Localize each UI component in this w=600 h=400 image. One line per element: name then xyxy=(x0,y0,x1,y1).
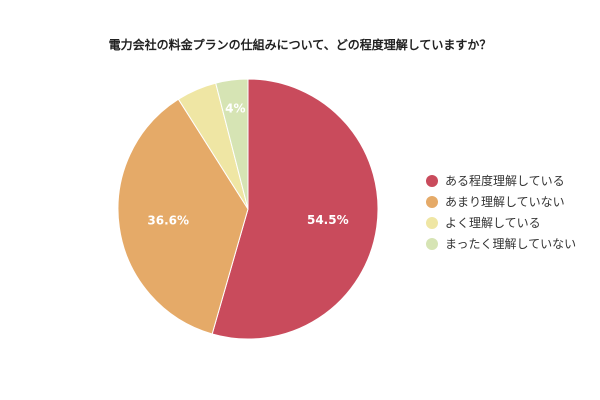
legend-item[interactable]: よく理解している xyxy=(426,212,576,233)
pie-slice-label-1: 36.6% xyxy=(147,213,189,227)
chart-title: 電力会社の料金プランの仕組みについて、どの程度理解していますか？ xyxy=(108,38,492,52)
pie-slice-label-0: 54.5% xyxy=(307,213,349,227)
legend-label: まったく理解していない xyxy=(445,237,577,251)
legend-swatch xyxy=(426,174,438,187)
legend-label: あまり理解していない xyxy=(445,195,565,209)
legend-item[interactable]: ある程度理解している xyxy=(426,170,576,191)
legend-item[interactable]: まったく理解していない xyxy=(426,233,576,254)
legend-item[interactable]: あまり理解していない xyxy=(426,191,576,212)
pie-slice-label-3: 4% xyxy=(225,101,245,115)
pie-slice-0[interactable] xyxy=(211,78,379,340)
legend-swatch xyxy=(426,216,438,229)
legend-label: よく理解している xyxy=(445,216,541,230)
legend-label: ある程度理解している xyxy=(445,174,565,188)
legend-swatch xyxy=(426,195,438,208)
legend: ある程度理解している あまり理解していない よく理解している まったく理解してい… xyxy=(426,170,576,254)
pie-slice-3[interactable] xyxy=(215,78,249,210)
legend-swatch xyxy=(426,237,438,250)
